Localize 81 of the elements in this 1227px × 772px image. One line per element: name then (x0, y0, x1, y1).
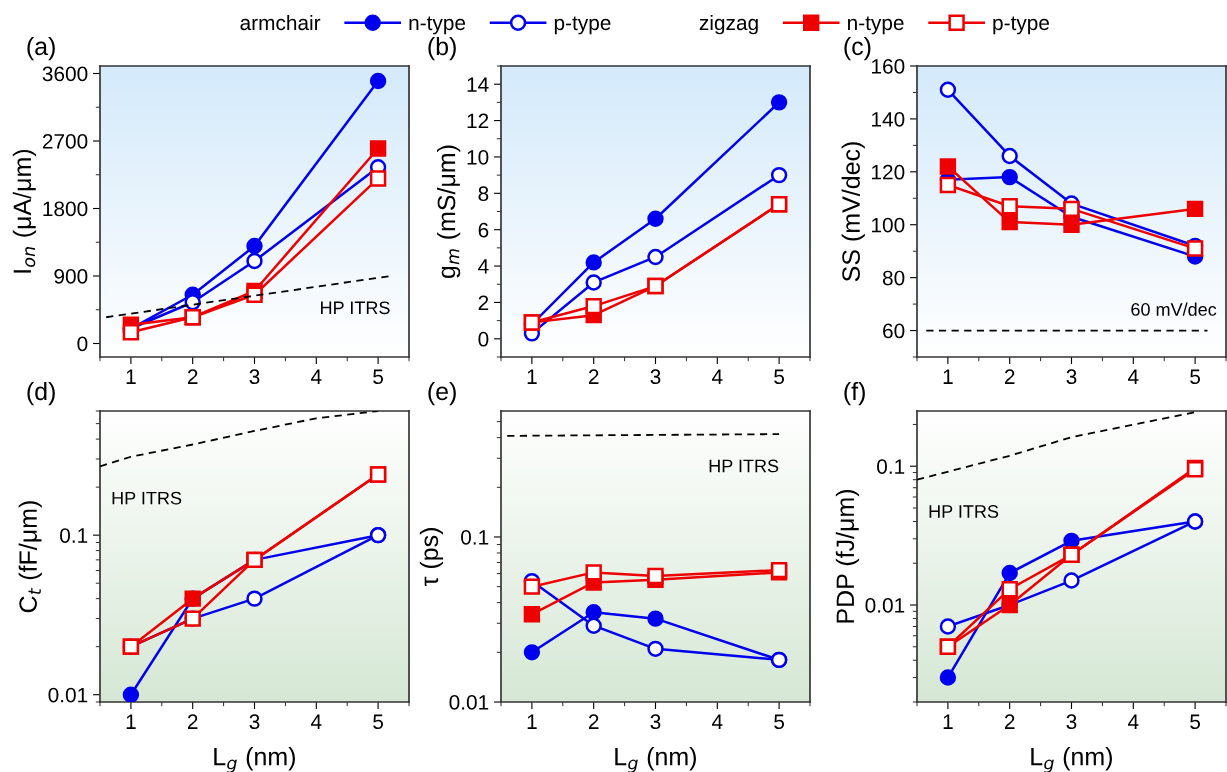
x-tick-label: 3 (650, 369, 661, 385)
y-tick-label: 10 (467, 149, 489, 165)
y-tick-label: 6 (478, 222, 489, 238)
y-axis-title: τ (ps) (419, 528, 444, 587)
y-tick-label: 0.01 (865, 598, 905, 613)
chart-title: (f) (844, 381, 865, 406)
x-tick-label: 4 (711, 369, 723, 384)
y-tick-label: 0 (77, 336, 88, 352)
annotation: HP ITRS (709, 459, 779, 473)
y-tick-label: 0.01 (449, 695, 489, 710)
y-tick-label: 8 (478, 186, 489, 202)
y-tick-label: 2700 (42, 134, 88, 149)
annotation: HP ITRS (321, 301, 390, 315)
x-tick-label: 5 (774, 369, 785, 385)
legend-label: p-type (993, 16, 1049, 35)
chart-title: (e) (428, 381, 456, 406)
x-tick-label: 5 (1190, 714, 1201, 730)
legend-label: p-type (554, 16, 611, 35)
y-tick-label: 3600 (42, 66, 88, 82)
y-tick-label: 12 (467, 113, 489, 129)
x-tick-label: 1 (943, 369, 953, 384)
x-tick-label: 3 (1066, 369, 1077, 385)
x-tick-label: 4 (310, 369, 322, 384)
y-tick-label: 14 (467, 77, 489, 92)
legend-label: n-type (848, 16, 904, 35)
x-tick-label: 3 (650, 714, 661, 730)
annotation: HP ITRS (929, 505, 999, 518)
x-tick-label: 4 (1127, 714, 1139, 729)
x-tick-label: 1 (126, 369, 136, 384)
x-tick-label: 2 (588, 369, 599, 384)
x-tick-label: 3 (249, 714, 260, 730)
y-tick-label: 140 (872, 111, 905, 127)
y-tick-label: 900 (54, 269, 88, 284)
x-tick-label: 4 (1127, 369, 1139, 384)
x-tick-label: 5 (373, 714, 384, 730)
chart-title: (d) (27, 381, 55, 406)
x-tick-label: 4 (310, 714, 322, 729)
x-tick-label: 2 (588, 714, 599, 729)
y-tick-label: 0.01 (48, 687, 88, 703)
y-tick-label: 160 (872, 59, 905, 74)
y-axis-title: g$_{m}$ (mS/μm) (436, 145, 461, 279)
x-axis-title: L$_{g}$ (nm) (1031, 747, 1112, 772)
y-tick-label: 0 (478, 331, 489, 347)
y-axis-title: PDP (fJ/μm) (835, 489, 860, 623)
y-tick-label: 60 (883, 323, 905, 339)
chart-title: (a) (27, 36, 55, 61)
x-tick-label: 1 (527, 369, 537, 384)
chart-title: (b) (428, 36, 456, 61)
x-tick-label: 2 (1004, 714, 1015, 729)
x-tick-label: 2 (1004, 369, 1015, 384)
y-tick-label: 4 (478, 259, 489, 274)
x-tick-label: 3 (249, 369, 260, 385)
y-axis-title: SS (mV/dec) (841, 142, 865, 282)
x-tick-label: 4 (711, 714, 723, 729)
y-axis-title: C$_{t}$ (fF/μm) (18, 501, 42, 613)
annotation: HP ITRS (112, 491, 182, 505)
text: armchair (240, 14, 321, 31)
y-tick-label: 1800 (43, 201, 88, 217)
x-tick-label: 5 (1190, 369, 1201, 385)
x-tick-label: 2 (187, 714, 198, 729)
x-tick-label: 2 (187, 369, 198, 384)
x-axis-title: L$_{g}$ (nm) (214, 747, 295, 772)
y-axis-title: I$_{on}$ (μA/μm) (12, 149, 37, 273)
x-tick-label: 5 (373, 369, 384, 385)
x-tick-label: 1 (527, 714, 537, 729)
y-tick-label: 2 (478, 295, 489, 310)
y-tick-label: 120 (872, 164, 905, 180)
y-tick-label: 0.1 (877, 459, 905, 474)
chart-title: (c) (844, 36, 871, 61)
x-tick-label: 5 (774, 714, 785, 730)
y-tick-label: 100 (872, 217, 905, 233)
y-tick-label: 0.1 (60, 528, 88, 543)
legend-label: n-type (409, 16, 466, 35)
x-tick-label: 1 (126, 714, 136, 729)
ref-line-label: 60 mV/dec (1131, 302, 1217, 316)
text: zigzag (699, 14, 758, 35)
x-tick-label: 3 (1066, 714, 1077, 730)
x-tick-label: 1 (943, 714, 953, 729)
x-axis-title: L$_{g}$ (nm) (615, 747, 696, 772)
y-tick-label: 0.1 (461, 529, 489, 545)
y-tick-label: 80 (882, 270, 905, 286)
